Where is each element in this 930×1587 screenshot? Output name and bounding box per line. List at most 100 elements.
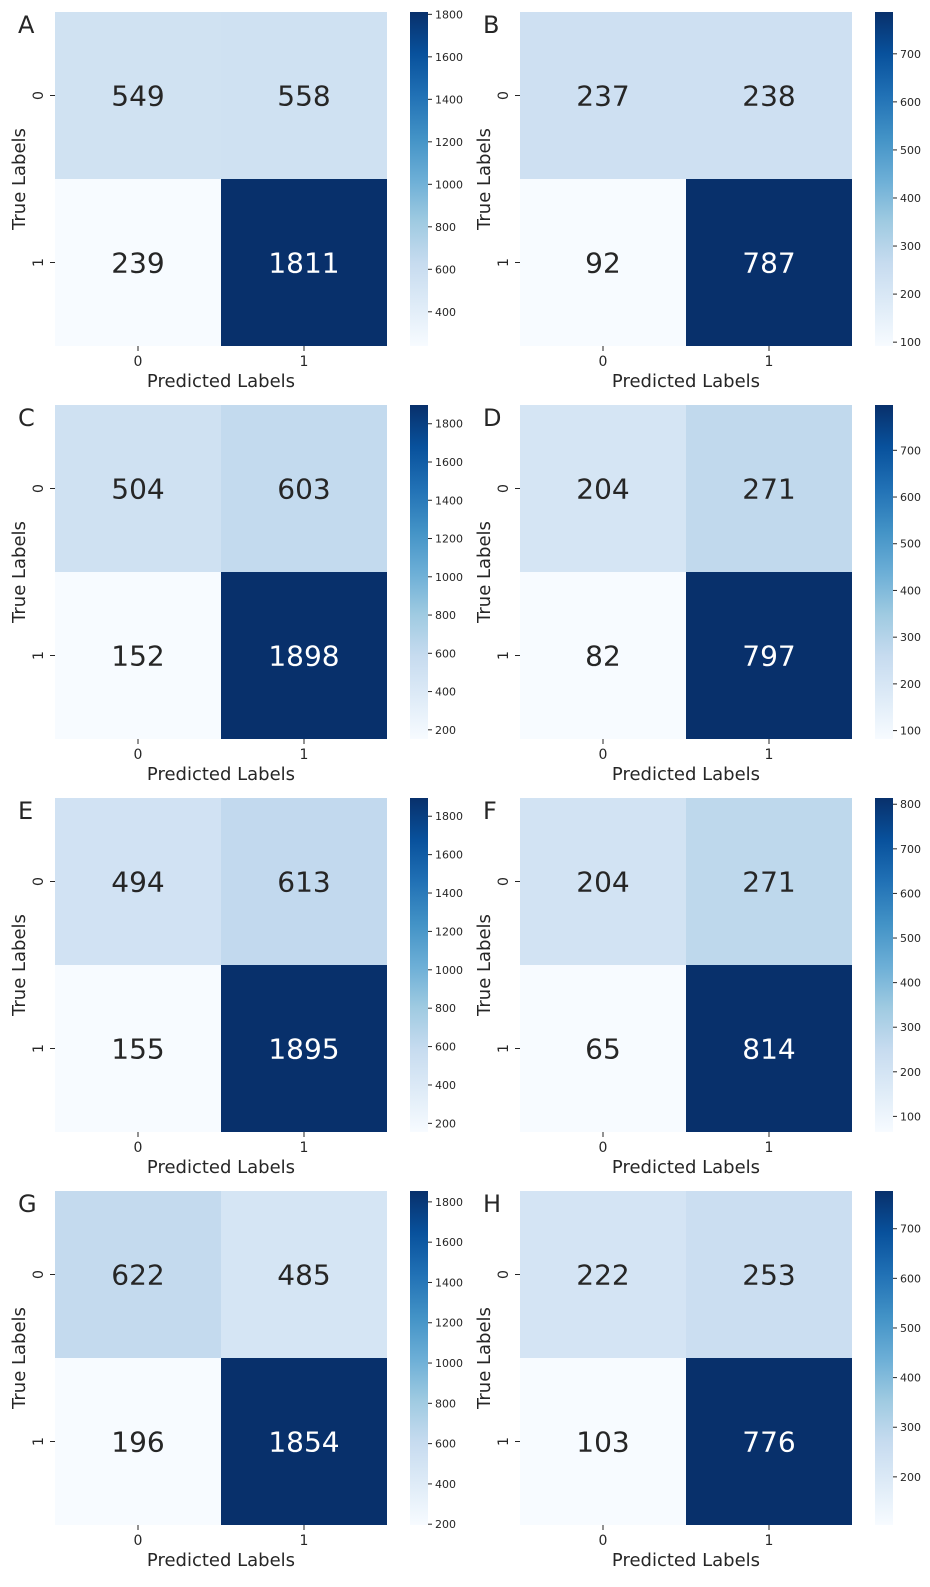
colorbar-tick-label: 400	[435, 1478, 456, 1491]
cell-value-label: 155	[111, 1033, 164, 1066]
colorbar-tick-label: 500	[900, 538, 921, 551]
x-axis-label: Predicted Labels	[147, 1157, 295, 1178]
colorbar-tick-label: 600	[435, 647, 456, 660]
colorbar-tick-label: 300	[900, 1421, 921, 1434]
colorbar-tick-label: 1200	[435, 1317, 463, 1330]
panel-label: E	[18, 797, 33, 825]
colorbar-tick-label: 1800	[435, 8, 463, 21]
colorbar-tick-label: 700	[900, 48, 921, 61]
x-tick-label: 1	[300, 1140, 309, 1156]
y-tick-label: 1	[496, 258, 512, 267]
heatmap-cell	[55, 405, 221, 572]
y-tick-label: 1	[31, 1437, 47, 1446]
colorbar-tick-label: 800	[435, 221, 456, 234]
y-tick-label: 1	[31, 1044, 47, 1053]
colorbar-tick-label: 800	[435, 609, 456, 622]
colorbar-tick-label: 800	[435, 1002, 456, 1015]
cell-value-label: 271	[742, 866, 795, 899]
heatmap-cell	[55, 1191, 221, 1358]
panel-label: D	[483, 404, 501, 432]
cell-value-label: 204	[576, 866, 629, 899]
cell-value-label: 603	[277, 473, 330, 506]
colorbar-tick-label: 700	[900, 843, 921, 856]
heatmap-cell	[686, 179, 852, 346]
x-axis-label: Predicted Labels	[147, 371, 295, 392]
colorbar	[875, 1191, 893, 1525]
heatmap-cell	[686, 1191, 852, 1358]
cell-value-label: 504	[111, 473, 164, 506]
colorbar-tick-label: 200	[900, 288, 921, 301]
y-tick-label: 1	[496, 651, 512, 660]
x-tick-label: 0	[599, 1140, 608, 1156]
colorbar-tick-label: 400	[435, 686, 456, 699]
heatmap-cell	[221, 798, 387, 965]
colorbar-tick-label: 300	[900, 240, 921, 253]
heatmap-cell	[520, 1191, 686, 1358]
colorbar	[875, 12, 893, 346]
cell-value-label: 92	[585, 247, 621, 280]
colorbar-tick-label: 300	[900, 631, 921, 644]
cell-value-label: 558	[277, 80, 330, 113]
panel-label: B	[483, 11, 499, 39]
heatmap-cell	[221, 572, 387, 739]
x-axis-label: Predicted Labels	[147, 1550, 295, 1571]
heatmap-cell	[686, 572, 852, 739]
cell-value-label: 237	[576, 80, 629, 113]
heatmap-cell	[520, 798, 686, 965]
colorbar-tick-label: 100	[900, 1110, 921, 1123]
y-axis-label: True Labels	[9, 914, 30, 1017]
x-axis-label: Predicted Labels	[612, 1157, 760, 1178]
heatmap-cell	[221, 12, 387, 179]
colorbar-tick-label: 1600	[435, 51, 463, 64]
cell-value-label: 204	[576, 473, 629, 506]
colorbar-tick-label: 400	[900, 192, 921, 205]
colorbar-tick-label: 1800	[435, 418, 463, 431]
y-tick-label: 0	[31, 1270, 47, 1279]
cell-value-label: 494	[111, 866, 164, 899]
cell-value-label: 196	[111, 1426, 164, 1459]
confusion-matrix-panel-b: 237 238 92 787 0 1 0 1 Predicted Labels True Labe…	[474, 11, 921, 392]
heatmap-cell	[221, 1358, 387, 1525]
heatmap-cell	[520, 179, 686, 346]
colorbar-tick-label: 500	[900, 144, 921, 157]
heatmap-cell	[686, 405, 852, 572]
cell-value-label: 622	[111, 1259, 164, 1292]
colorbar-tick-label: 600	[900, 491, 921, 504]
x-axis-label: Predicted Labels	[612, 764, 760, 785]
y-axis-label: True Labels	[474, 1307, 495, 1410]
heatmap-cell	[686, 798, 852, 965]
x-tick-label: 0	[134, 747, 143, 763]
heatmap-cell	[520, 572, 686, 739]
heatmap-cell	[520, 1358, 686, 1525]
colorbar-tick-label: 800	[435, 1397, 456, 1410]
panel-label: A	[18, 11, 35, 39]
cell-value-label: 65	[585, 1033, 621, 1066]
colorbar-tick-label: 200	[435, 724, 456, 737]
x-tick-label: 0	[599, 354, 608, 370]
colorbar-tick-label: 700	[900, 1223, 921, 1236]
colorbar-tick-label: 1000	[435, 964, 463, 977]
cell-value-label: 152	[111, 640, 164, 673]
x-tick-label: 1	[765, 747, 774, 763]
confusion-matrix-panel-g: 622 485 196 1854 0 1 0 1 Predicted Labels True La…	[9, 1190, 463, 1571]
heatmap-cell	[221, 1191, 387, 1358]
y-axis-label: True Labels	[474, 521, 495, 624]
y-axis-label: True Labels	[474, 128, 495, 231]
heatmap-cell	[55, 12, 221, 179]
colorbar-tick-label: 1400	[435, 887, 463, 900]
colorbar-tick-label: 400	[900, 977, 921, 990]
y-axis-label: True Labels	[474, 914, 495, 1017]
heatmap-cell	[520, 405, 686, 572]
colorbar-tick-label: 200	[435, 1117, 456, 1130]
y-tick-label: 1	[31, 258, 47, 267]
colorbar-tick-label: 500	[900, 1322, 921, 1335]
heatmap-cell	[520, 965, 686, 1132]
panel-label: G	[18, 1190, 37, 1218]
colorbar-tick-label: 400	[435, 306, 456, 319]
cell-value-label: 238	[742, 80, 795, 113]
colorbar-tick-label: 700	[900, 444, 921, 457]
colorbar-tick-label: 300	[900, 1021, 921, 1034]
colorbar-tick-label: 1400	[435, 93, 463, 106]
colorbar-tick-label: 600	[435, 263, 456, 276]
